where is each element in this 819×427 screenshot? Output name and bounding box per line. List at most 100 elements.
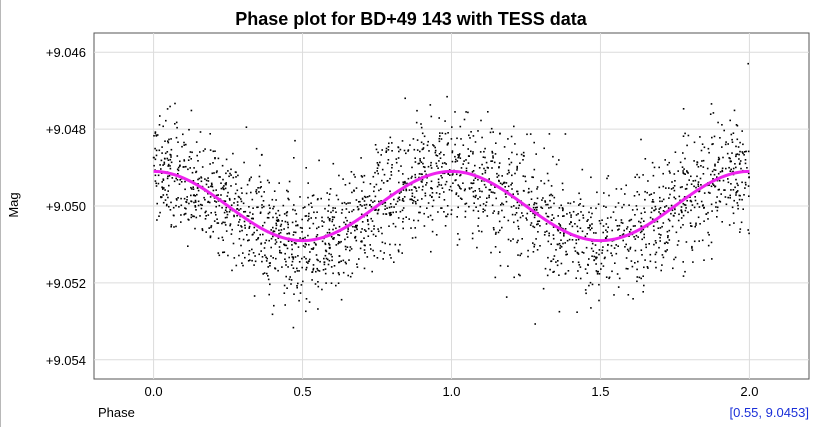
data-point	[724, 143, 727, 146]
data-point	[530, 222, 533, 224]
data-point	[308, 258, 311, 261]
data-point	[165, 119, 167, 122]
data-point	[220, 182, 222, 184]
data-point	[608, 276, 611, 279]
data-point	[653, 166, 656, 169]
data-point	[730, 133, 733, 136]
data-point	[502, 182, 505, 185]
data-point	[477, 130, 479, 132]
data-point	[610, 244, 613, 247]
data-point	[661, 264, 663, 266]
data-point	[379, 161, 381, 164]
data-point	[372, 249, 374, 252]
data-point	[455, 193, 457, 196]
data-point	[328, 193, 331, 195]
data-point	[441, 187, 444, 189]
data-point	[423, 135, 426, 138]
data-point	[153, 135, 155, 137]
data-point	[283, 228, 285, 230]
data-point	[282, 204, 285, 207]
data-point	[736, 191, 738, 193]
data-point	[464, 188, 466, 190]
data-point	[592, 250, 595, 252]
data-point	[284, 304, 286, 306]
data-point	[535, 202, 538, 205]
data-point	[248, 239, 250, 241]
data-point	[741, 151, 744, 153]
data-point	[511, 188, 513, 190]
data-point	[597, 203, 600, 205]
data-point	[164, 199, 167, 201]
data-point	[235, 183, 237, 185]
data-point	[591, 227, 593, 229]
data-point	[658, 246, 660, 249]
data-point	[154, 174, 157, 177]
data-point	[642, 228, 645, 231]
data-point	[170, 154, 172, 156]
data-point	[649, 260, 652, 263]
data-point	[428, 150, 430, 152]
data-point	[445, 163, 447, 165]
data-point	[710, 203, 713, 206]
data-point	[722, 179, 725, 182]
data-point	[470, 150, 472, 153]
data-point	[305, 268, 307, 271]
data-point	[717, 156, 720, 159]
data-point	[173, 180, 176, 183]
data-point	[321, 225, 324, 227]
data-point	[662, 222, 665, 224]
data-point	[591, 255, 593, 257]
y-axis-label: Mag	[6, 192, 21, 217]
data-point	[204, 148, 206, 150]
data-point	[713, 135, 716, 138]
data-point	[553, 217, 555, 219]
data-point	[528, 203, 530, 206]
data-point	[452, 173, 454, 175]
data-point	[163, 163, 166, 165]
data-point	[248, 253, 250, 256]
data-point	[658, 211, 660, 213]
data-point	[595, 263, 597, 265]
data-point	[205, 183, 208, 186]
data-point	[236, 204, 239, 206]
data-point	[425, 184, 427, 186]
data-point	[209, 133, 211, 135]
data-point	[586, 233, 588, 235]
data-point	[166, 193, 168, 196]
data-point	[431, 205, 434, 208]
data-point	[345, 208, 348, 210]
data-point	[558, 242, 561, 245]
data-point	[742, 143, 744, 146]
data-point	[440, 175, 442, 177]
data-point	[159, 164, 161, 166]
data-point	[232, 152, 234, 155]
data-point	[729, 170, 732, 172]
data-point	[430, 164, 432, 167]
data-point	[557, 260, 559, 262]
data-point	[301, 227, 303, 229]
data-point	[735, 166, 737, 169]
data-point	[385, 147, 388, 150]
data-point	[477, 198, 479, 200]
data-point	[412, 202, 414, 204]
data-point	[498, 180, 500, 183]
data-point	[708, 184, 710, 186]
data-point	[646, 191, 648, 194]
data-point	[683, 203, 686, 206]
data-point	[524, 175, 526, 178]
data-point	[417, 162, 420, 165]
data-point	[601, 252, 603, 254]
data-point	[607, 244, 609, 246]
data-point	[529, 133, 532, 135]
data-point	[618, 228, 620, 230]
data-point	[279, 251, 281, 254]
data-point	[556, 264, 559, 267]
data-point	[635, 205, 638, 207]
data-point	[323, 263, 326, 266]
data-point	[291, 256, 294, 258]
data-point	[682, 261, 684, 263]
data-point	[485, 186, 487, 189]
data-point	[671, 225, 674, 228]
data-point	[542, 197, 544, 199]
